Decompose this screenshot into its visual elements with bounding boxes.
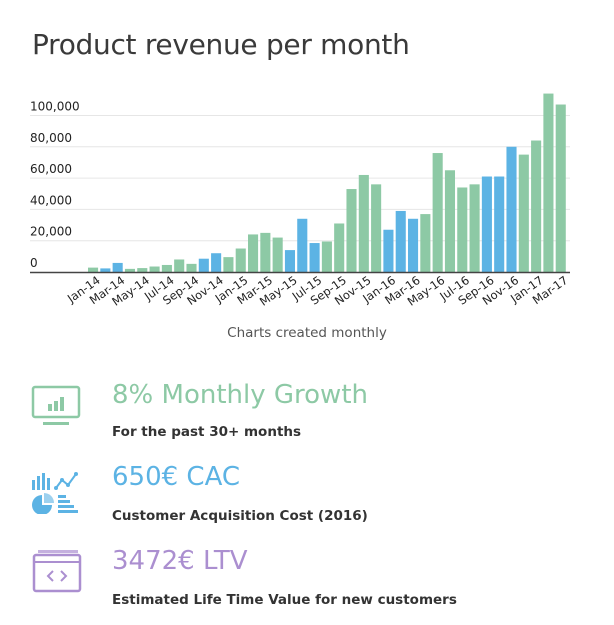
x-axis-label: Charts created monthly [227, 325, 387, 341]
bar-nov-16 [506, 146, 517, 272]
bar-dec-15 [371, 184, 382, 272]
bar-may-15 [284, 250, 296, 272]
y-tick-label: 40,000 [30, 193, 72, 207]
bar-jul-14 [161, 264, 172, 272]
monitor-bar-chart-icon [31, 385, 81, 425]
bar-feb-14 [100, 268, 111, 272]
bar-oct-15 [346, 189, 357, 272]
bar-may-16 [432, 153, 443, 272]
bar-jun-16 [444, 170, 456, 272]
bar-feb-15 [248, 234, 259, 272]
bars [88, 93, 566, 272]
stat-cac: 650€ CAC Customer Acquisition Cost (2016… [0, 460, 614, 540]
stat-headline: 8% Monthly Growth [112, 380, 368, 410]
bar-sep-15 [334, 223, 345, 272]
page-title: Product revenue per month [32, 28, 410, 61]
y-tick-label: 80,000 [30, 131, 72, 145]
bar-apr-15 [272, 237, 283, 272]
y-axis-ticks: 0 20,000 40,000 60,000 80,000 100,000 [30, 99, 80, 270]
bar-jan-15 [235, 248, 246, 272]
y-tick-label: 100,000 [30, 99, 80, 113]
stat-monthly-growth: 8% Monthly Growth For the past 30+ month… [0, 378, 614, 458]
bar-apr-16 [420, 214, 431, 272]
bar-aug-15 [321, 241, 332, 272]
bar-oct-14 [198, 258, 209, 272]
bar-jun-15 [297, 218, 308, 272]
bar-mar-16 [408, 218, 419, 272]
code-window-icon [32, 550, 82, 593]
y-tick-label: 0 [30, 256, 38, 270]
bar-jan-14 [88, 267, 99, 272]
stat-description: For the past 30+ months [112, 424, 302, 440]
bar-jan-17 [531, 140, 542, 272]
stat-description: Estimated Life Time Value for new custom… [112, 592, 457, 608]
y-tick-label: 20,000 [30, 225, 72, 239]
bar-mar-15 [260, 232, 271, 272]
stat-headline: 3472€ LTV [112, 546, 248, 576]
bar-mar-14 [112, 262, 123, 272]
bar-oct-16 [494, 176, 505, 272]
bar-nov-14 [211, 253, 222, 272]
bar-apr-14 [124, 268, 136, 272]
bar-nov-15 [358, 174, 369, 272]
bar-sep-14 [186, 263, 197, 272]
revenue-bar-chart: 0 20,000 40,000 60,000 80,000 100,000 Jan-14M… [30, 93, 570, 309]
bar-jul-15 [309, 243, 320, 272]
y-tick-label: 60,000 [30, 162, 72, 176]
stat-ltv: 3472€ LTV Estimated Life Time Value for … [0, 544, 614, 624]
x-axis-ticks: Jan-14Mar-14May-14Jul-14Sep-14Nov-14Jan-… [64, 273, 570, 309]
stat-description: Customer Acquisition Cost (2016) [112, 508, 368, 524]
bar-aug-16 [469, 184, 480, 272]
gridlines [30, 114, 570, 242]
bar-sep-16 [481, 176, 492, 272]
bar-jan-16 [383, 229, 394, 272]
bar-feb-16 [395, 210, 406, 272]
bar-jun-14 [149, 266, 160, 272]
bar-dec-16 [518, 154, 529, 272]
stat-headline: 650€ CAC [112, 462, 241, 492]
bar-mar-17 [555, 104, 566, 272]
charts-collection-icon [32, 472, 78, 514]
bar-dec-14 [223, 257, 234, 272]
bar-may-14 [137, 268, 148, 272]
bar-aug-14 [174, 259, 185, 272]
bar-feb-17 [543, 93, 554, 272]
bar-jul-16 [457, 187, 468, 272]
